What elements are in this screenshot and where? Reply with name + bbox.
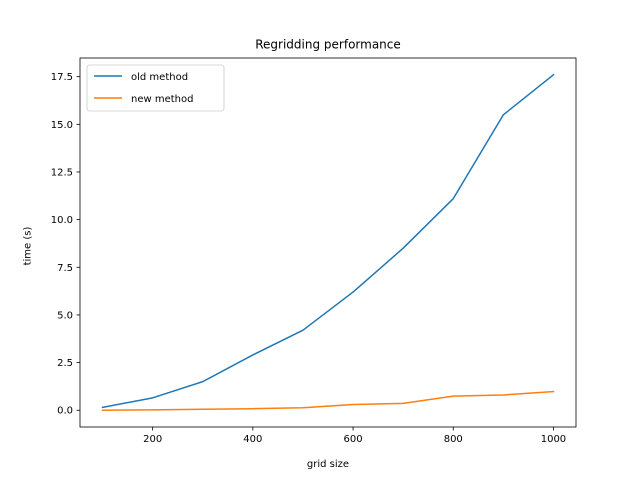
axes-frame [79,57,577,428]
y-tick-label: 7.5 [57,263,73,274]
y-tick-label: 5.0 [57,310,73,321]
y-tick-label: 17.5 [51,72,73,83]
legend-label-1: old method [131,72,188,83]
x-tick-label: 800 [444,434,463,445]
y-tick-label: 15.0 [51,120,73,131]
x-tick-label: 600 [344,434,363,445]
x-tick-label: 200 [143,434,162,445]
x-tick-label: 400 [243,434,262,445]
y-tick-label: 0.0 [57,406,73,417]
y-tick-label: 2.5 [57,358,73,369]
chart-title: Regridding performance [255,38,401,52]
plot-area: 200 400 600 800 1000 0.0 2.5 5.0 7.5 10.0 12.5 15.0… [51,57,577,445]
y-tick-label: 10.0 [51,215,73,226]
series-line-2 [101,390,555,411]
y-axis-label: time (s) [23,227,34,266]
x-axis-label: grid size [307,459,349,470]
x-tick-label: 1000 [541,434,566,445]
series-line-1 [101,73,555,409]
y-tick-label: 12.5 [51,167,73,178]
legend-label-2: new method [131,94,193,105]
